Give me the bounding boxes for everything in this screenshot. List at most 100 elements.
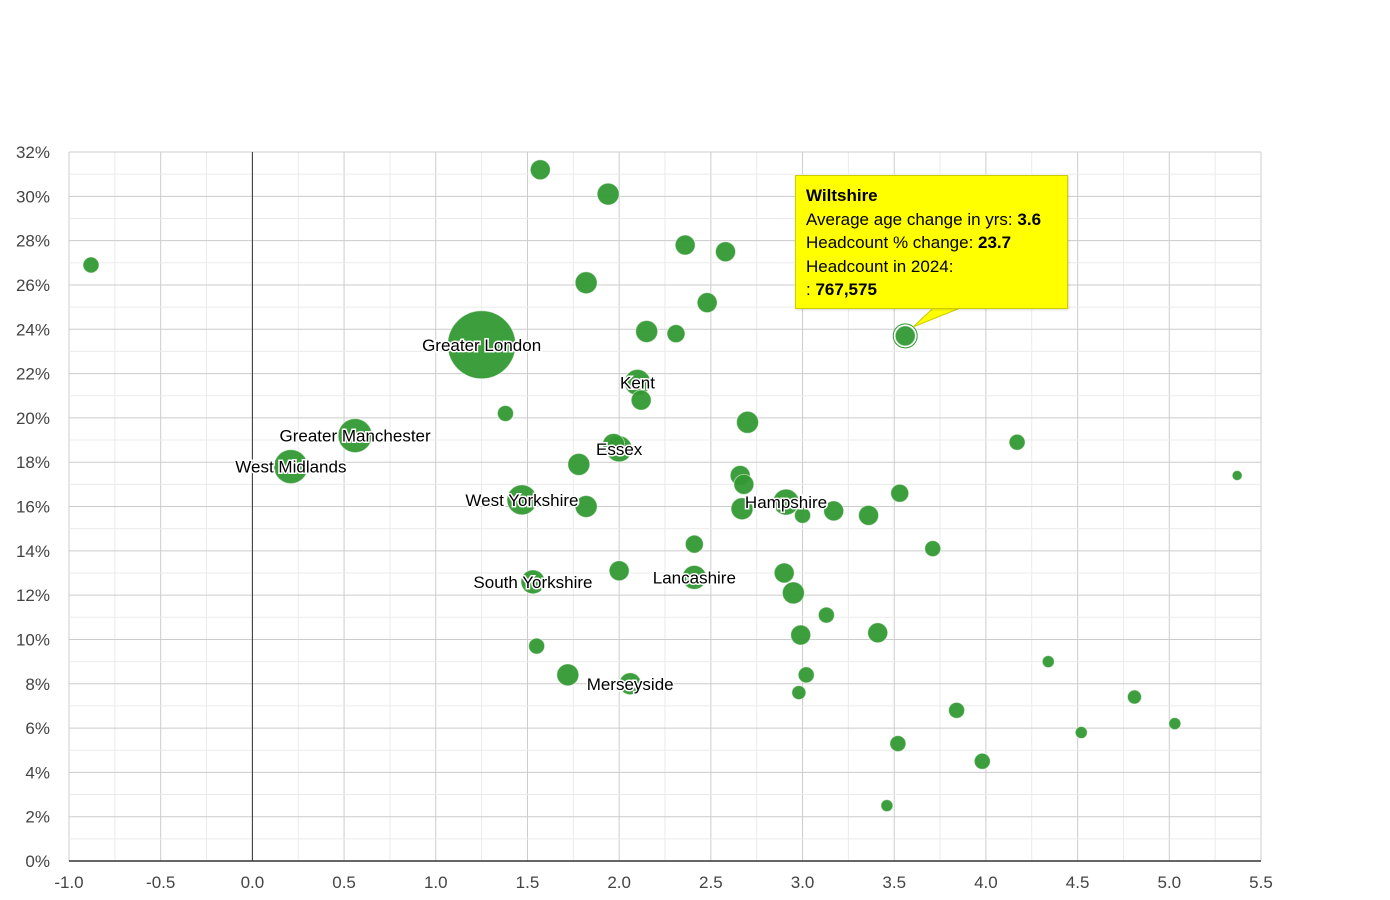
y-tick-label: 26%	[16, 276, 50, 295]
tooltip-headcount-prefix: :	[806, 280, 816, 299]
y-tick-label: 32%	[16, 143, 50, 162]
tooltip-headcount-change-value: 23.7	[978, 233, 1012, 252]
bubble[interactable]	[894, 325, 916, 347]
x-tick-label: 4.5	[1066, 873, 1090, 892]
bubble[interactable]	[867, 622, 889, 644]
bubble[interactable]	[608, 560, 630, 582]
bubble-label: Greater London	[422, 336, 541, 355]
bubble[interactable]	[858, 504, 880, 526]
bubble[interactable]	[797, 666, 815, 684]
bubble[interactable]	[82, 256, 100, 274]
x-tick-label: -0.5	[146, 873, 175, 892]
bubble[interactable]	[733, 473, 755, 495]
bubble[interactable]	[684, 534, 704, 554]
tooltip-headcount-change-label: Headcount % change:	[806, 233, 979, 252]
bubble[interactable]	[574, 495, 598, 518]
x-tick-label: 5.0	[1157, 873, 1181, 892]
y-axis-tick-labels: 0% 2% 4% 6% 8% 10% 12% 14% 16% 18% 20% 22% 24% 26% 28%…	[16, 143, 50, 871]
y-tick-label: 12%	[16, 586, 50, 605]
bubble[interactable]	[794, 506, 812, 524]
bubble[interactable]	[596, 182, 620, 206]
bubble-label: West Yorkshire	[465, 491, 578, 510]
tooltip-headcount-label: Headcount in 2024:	[806, 256, 954, 276]
bubble[interactable]	[1168, 717, 1182, 731]
bubble[interactable]	[630, 389, 652, 411]
y-tick-label: 14%	[16, 542, 50, 561]
bubble[interactable]	[674, 234, 696, 256]
x-tick-label: 3.0	[791, 873, 815, 892]
bubble-label: Greater Manchester	[279, 427, 431, 446]
x-tick-label: 0.5	[332, 873, 356, 892]
bubble[interactable]	[773, 562, 795, 584]
bubble[interactable]	[602, 432, 626, 456]
bubble[interactable]	[1231, 469, 1243, 481]
bubble[interactable]	[567, 452, 591, 476]
bubble-label: South Yorkshire	[473, 573, 592, 592]
y-tick-label: 24%	[16, 320, 50, 339]
bubble[interactable]	[574, 271, 598, 295]
bubble[interactable]	[948, 701, 966, 719]
bubble[interactable]	[973, 752, 991, 770]
bubble[interactable]	[817, 606, 835, 624]
bubble-label: Kent	[620, 373, 655, 392]
tooltip-headcount-value: 767,575	[815, 280, 877, 299]
bubble[interactable]	[823, 500, 845, 522]
bubble[interactable]	[791, 685, 807, 701]
bubble[interactable]	[1126, 689, 1142, 705]
bubble[interactable]	[1074, 725, 1088, 739]
tooltip-age-change-value: 3.6	[1017, 209, 1042, 229]
bubble[interactable]	[666, 324, 686, 344]
bubble[interactable]	[337, 418, 373, 454]
bubble[interactable]	[528, 637, 546, 655]
bubble[interactable]	[880, 799, 894, 813]
bubble[interactable]	[1008, 433, 1026, 451]
bubble[interactable]	[1041, 655, 1055, 669]
bubble[interactable]	[715, 241, 737, 263]
y-tick-label: 2%	[25, 808, 50, 827]
y-tick-label: 4%	[25, 763, 50, 782]
bubble[interactable]	[496, 404, 514, 422]
tooltip-title: Wiltshire	[806, 186, 878, 205]
bubble-label: West Midlands	[235, 458, 346, 477]
bubble[interactable]	[736, 410, 760, 434]
bubble[interactable]	[890, 483, 910, 503]
y-tick-label: 0%	[25, 852, 50, 871]
bubble[interactable]	[772, 488, 800, 516]
y-tick-label: 28%	[16, 232, 50, 251]
x-tick-label: 2.5	[699, 873, 723, 892]
x-tick-label: -1.0	[54, 873, 83, 892]
x-tick-label: 1.5	[516, 873, 540, 892]
bubble[interactable]	[506, 484, 538, 516]
bubble-labels: Greater London Greater Manchester West Mid…	[234, 334, 829, 695]
bubble[interactable]	[681, 564, 707, 590]
bubble[interactable]	[556, 663, 580, 687]
bubble[interactable]	[781, 581, 805, 605]
bubble-label: Lancashire	[653, 568, 736, 587]
bubble-label: Hampshire	[745, 493, 827, 512]
bubble[interactable]	[730, 497, 754, 521]
bubble[interactable]	[447, 310, 517, 380]
tooltip-age-change-label: Average age change in yrs:	[806, 209, 1018, 229]
bubble[interactable]	[529, 159, 551, 181]
bubbles	[82, 159, 1243, 813]
bubble[interactable]	[520, 569, 546, 595]
y-tick-label: 8%	[25, 675, 50, 694]
x-tick-label: 3.5	[882, 873, 906, 892]
x-tick-label: 2.0	[607, 873, 631, 892]
bubble[interactable]	[635, 319, 659, 343]
bubble[interactable]	[790, 624, 812, 646]
y-tick-label: 6%	[25, 719, 50, 738]
bubble[interactable]	[618, 672, 642, 696]
bubble[interactable]	[889, 735, 907, 753]
bubble[interactable]	[696, 292, 718, 314]
x-axis-tick-labels: -1.0 -0.5 0.0 0.5 1.0 1.5 2.0 2.5 3.0 3.5 4.0 4.5 5.…	[54, 873, 1272, 892]
bubble[interactable]	[273, 449, 309, 485]
y-tick-label: 20%	[16, 409, 50, 428]
tooltip-pointer	[912, 307, 961, 328]
bubble[interactable]	[924, 540, 942, 558]
x-tick-label: 0.0	[241, 873, 265, 892]
x-tick-label: 5.5	[1249, 873, 1273, 892]
bubble-label: Merseyside	[587, 675, 674, 694]
tooltip: Wiltshire Average age change in yrs: 3.6…	[795, 175, 1068, 309]
